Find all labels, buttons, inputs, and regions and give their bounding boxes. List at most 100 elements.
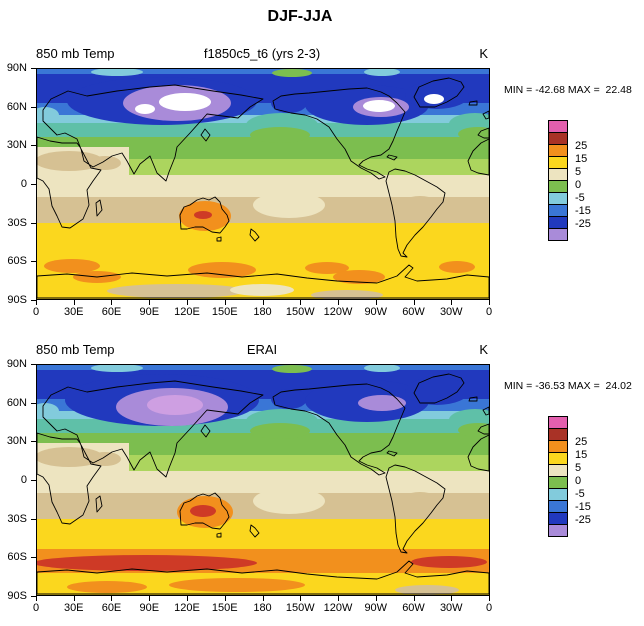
lat-tick-label: 0 (20, 474, 27, 486)
lon-tick-label: 150W (285, 306, 315, 318)
tick-mark (337, 596, 339, 601)
tick-mark (224, 596, 226, 601)
colorbar-tick-label: 25 (575, 140, 588, 152)
lat-tick-label: 90S (7, 590, 27, 602)
lat-tick-label: 60S (7, 255, 27, 268)
colorbar-tick-label: -25 (575, 514, 591, 526)
map-model (37, 69, 489, 299)
lon-tick-label: 0 (485, 306, 493, 318)
lat-axis-model: 90N 60N 30N 0 30S 60S 90S (0, 62, 36, 306)
colorbar-tick-label: -15 (575, 501, 591, 513)
lat-axis-erai: 90N 60N 30N 0 30S 60S 90S (0, 358, 36, 602)
tick-mark (73, 300, 75, 305)
tick-mark (31, 300, 36, 301)
lon-tick-label: 60E (101, 602, 122, 614)
lat-tick-label: 30S (7, 216, 27, 229)
map-erai (37, 365, 489, 595)
tick-mark (31, 518, 36, 520)
tick-mark (31, 596, 36, 597)
tick-mark (111, 596, 113, 601)
contour-fills-erai (37, 365, 489, 595)
lon-tick-label: 90W (364, 306, 388, 318)
colorbar-model: 25 15 5 0 -5 -15 -25 (548, 120, 618, 260)
tick-mark (375, 300, 377, 305)
lat-tick-label: 90S (7, 294, 27, 306)
tick-mark (31, 222, 36, 224)
panel-erai-title: ERAI (246, 342, 278, 357)
tick-mark (262, 300, 264, 305)
lon-tick-label: 150W (285, 602, 315, 614)
stats-erai: MIN = -36.53 MAX = 24.02 (504, 380, 632, 392)
tick-mark (300, 300, 302, 305)
tick-mark (31, 441, 36, 443)
lat-tick-label: 30N (6, 139, 27, 152)
continent-outlines (37, 77, 489, 299)
panel-model: 850 mb Temp f1850c5_t6 (yrs 2-3) K 90N 60… (0, 38, 644, 334)
lon-tick-label: 60W (402, 602, 425, 614)
panel-model-title: f1850c5_t6 (yrs 2-3) (203, 46, 321, 61)
colorbar-erai: 25 15 5 0 -5 -15 -25 (548, 416, 618, 556)
tick-mark (31, 68, 36, 69)
lat-tick-label: 30N (6, 435, 27, 448)
panel-erai-header: 850 mb Temp ERAI K (36, 342, 488, 360)
tick-mark (31, 557, 36, 559)
tick-mark (186, 596, 188, 601)
lon-axis-erai: 0 30E 60E 90E 120E 150E 180 150W 120W 90W 60W 30W 0 (32, 596, 492, 616)
tick-mark (413, 300, 415, 305)
colorbar-tick-label: -15 (575, 205, 591, 217)
tick-mark (31, 184, 36, 185)
lon-tick-label: 90E (139, 602, 160, 614)
tick-mark (451, 596, 453, 601)
lat-tick-label: 60S (7, 551, 27, 564)
lat-tick-label: 0 (20, 178, 27, 190)
tick-mark (36, 300, 37, 305)
panel-model-variable-label: 850 mb Temp (36, 46, 115, 61)
colorbar-tick-label: 25 (575, 436, 588, 448)
contour-fills-model (37, 69, 489, 299)
tick-mark (413, 596, 415, 601)
lon-tick-label: 180 (253, 602, 272, 614)
lon-tick-label: 180 (253, 306, 272, 318)
lon-tick-label: 90W (364, 602, 388, 614)
panel-model-header: 850 mb Temp f1850c5_t6 (yrs 2-3) K (36, 46, 488, 64)
tick-mark (224, 300, 226, 305)
colorbar-tick-label: -5 (575, 192, 585, 204)
lon-tick-label: 30E (63, 602, 84, 614)
lat-tick-label: 90N (6, 62, 27, 74)
lon-tick-label: 0 (32, 602, 40, 614)
tick-mark (73, 596, 75, 601)
map-frame-model (36, 68, 490, 300)
continent-outlines (37, 373, 489, 595)
figure-title: DJF-JJA (267, 8, 333, 25)
map-frame-erai (36, 364, 490, 596)
lon-tick-label: 60E (101, 306, 122, 318)
lat-tick-label: 30S (7, 512, 27, 525)
panel-model-units: K (479, 46, 488, 61)
colorbar-swatch (548, 228, 568, 241)
tick-mark (149, 596, 151, 601)
tick-mark (262, 596, 264, 601)
tick-mark (31, 106, 36, 108)
lon-tick-label: 120W (323, 306, 353, 318)
colorbar-swatch (548, 524, 568, 537)
lat-tick-label: 90N (6, 358, 27, 370)
tick-mark (186, 300, 188, 305)
colorbar-tick-label: 15 (575, 153, 588, 165)
tick-mark (31, 402, 36, 404)
tick-mark (375, 596, 377, 601)
tick-mark (31, 145, 36, 147)
panel-erai: 850 mb Temp ERAI K 90N 60N 30N 0 30S 60S 90S (0, 334, 644, 626)
lon-tick-label: 0 (32, 306, 40, 318)
lon-tick-label: 150E (211, 602, 238, 614)
stats-model: MIN = -42.68 MAX = 22.48 (504, 84, 632, 96)
tick-mark (111, 300, 113, 305)
tick-mark (337, 300, 339, 305)
lon-tick-label: 90E (139, 306, 160, 318)
lon-axis-model: 0 30E 60E 90E 120E 150E 180 150W 120W 90W 60W 30W 0 (32, 300, 493, 320)
tick-mark (36, 596, 37, 601)
lon-tick-label: 30W (439, 306, 463, 318)
lon-tick-label: 120E (174, 602, 200, 614)
panel-erai-variable-label: 850 mb Temp (36, 342, 115, 357)
panel-erai-units: K (479, 342, 488, 357)
